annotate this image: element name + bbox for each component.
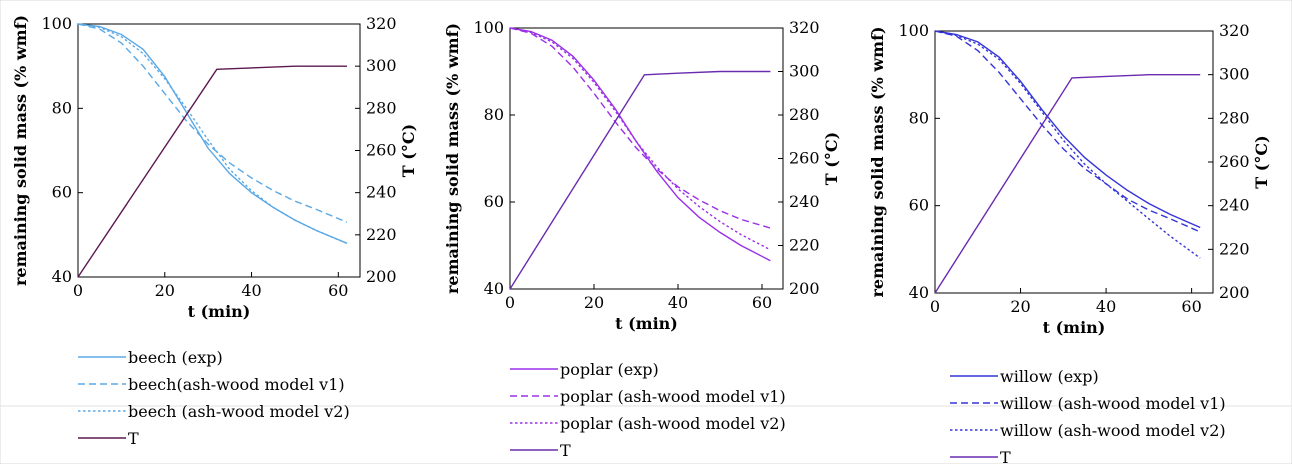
legend-label: willow (exp) <box>1000 367 1099 386</box>
y-tick-label: 40 <box>52 267 72 286</box>
x-tick-label: 40 <box>668 293 688 312</box>
series-line <box>77 23 348 223</box>
chart-panel-3: 0 20 40 60 40 60 80 100 200 220 240 260 280 300 320 t (… <box>868 21 1271 464</box>
y-tick-label: 80 <box>484 105 504 124</box>
series-line <box>77 65 347 278</box>
series-line <box>77 23 348 244</box>
x-axis-label: t (min) <box>188 302 251 321</box>
y2-tick-label: 240 <box>366 183 397 202</box>
y2-axis-label: T (°C) <box>822 132 841 185</box>
y2-tick-label: 240 <box>1219 196 1250 215</box>
y2-tick-label: 200 <box>1219 283 1250 302</box>
y2-tick-label: 280 <box>789 105 820 124</box>
y-tick-label: 40 <box>484 279 504 298</box>
y-tick-label: 80 <box>52 98 72 117</box>
x-axis-label: t (min) <box>1043 318 1106 337</box>
y2-tick-label: 300 <box>366 56 397 75</box>
legend-label: beech (ash-wood model v2) <box>128 402 350 421</box>
legend-label: willow (ash-wood model v2) <box>1000 421 1226 440</box>
y2-tick-label: 320 <box>366 14 397 33</box>
x-tick-label: 0 <box>930 297 940 316</box>
x-tick-label: 20 <box>1010 297 1030 316</box>
x-tick-label: 60 <box>328 281 348 300</box>
y2-tick-label: 200 <box>789 279 820 298</box>
y-tick-label: 60 <box>484 192 504 211</box>
y2-tick-label: 240 <box>789 192 820 211</box>
legend-label: poplar (ash-wood model v2) <box>560 414 786 433</box>
legend-label: poplar (exp) <box>560 360 659 379</box>
series-line <box>934 30 1201 229</box>
y2-tick-label: 220 <box>1219 239 1250 258</box>
y-tick-label: 60 <box>909 196 929 215</box>
legend-label: T <box>560 441 571 460</box>
y2-axis-label: T (°C) <box>1252 135 1271 188</box>
series-line <box>509 70 771 290</box>
x-tick-label: 20 <box>584 293 604 312</box>
x-tick-label: 40 <box>241 281 261 300</box>
y2-tick-label: 260 <box>1219 152 1250 171</box>
y2-tick-label: 220 <box>366 225 397 244</box>
legend-label: T <box>1000 448 1011 464</box>
series-line <box>934 30 1201 259</box>
x-tick-label: 40 <box>1096 297 1116 316</box>
legend-label: poplar (ash-wood model v1) <box>560 387 786 406</box>
legend-label: T <box>128 429 139 448</box>
legend-label: beech(ash-wood model v1) <box>128 375 345 394</box>
series-line <box>934 73 1201 294</box>
y2-tick-label: 300 <box>1219 65 1250 84</box>
y-tick-label: 60 <box>52 183 72 202</box>
y-tick-label: 80 <box>909 108 929 127</box>
x-tick-label: 0 <box>505 293 515 312</box>
y2-tick-label: 280 <box>366 98 397 117</box>
y2-tick-label: 220 <box>789 236 820 255</box>
y2-axis-label: T (°C) <box>399 124 418 177</box>
y2-tick-label: 320 <box>1219 21 1250 40</box>
y-tick-label: 100 <box>473 18 504 37</box>
legend-label: beech (exp) <box>128 348 223 367</box>
x-tick-label: 0 <box>73 281 83 300</box>
y-tick-label: 40 <box>909 283 929 302</box>
chart-panel-1: 0 20 40 60 40 60 80 100 200 220 240 260 280 300 320 t (… <box>11 14 418 448</box>
legend-label: willow (ash-wood model v1) <box>1000 394 1226 413</box>
x-tick-label: 20 <box>155 281 175 300</box>
y2-tick-label: 280 <box>1219 108 1250 127</box>
x-tick-label: 60 <box>1181 297 1201 316</box>
series-line <box>509 27 771 229</box>
series-line <box>934 30 1201 233</box>
y2-tick-label: 300 <box>789 62 820 81</box>
x-tick-label: 60 <box>752 293 772 312</box>
y2-tick-label: 320 <box>789 18 820 37</box>
chart-panel-2: 0 20 40 60 40 60 80 100 200 220 240 260 280 300 320 t (… <box>443 18 841 460</box>
y2-tick-label: 200 <box>366 267 397 286</box>
series-line <box>509 27 771 251</box>
y-tick-label: 100 <box>41 14 72 33</box>
y-axis-label: remaining solid mass (% wmf) <box>868 26 887 297</box>
y2-tick-label: 260 <box>366 141 397 160</box>
y-axis-label: remaining solid mass (% wmf) <box>443 23 462 294</box>
y2-tick-label: 260 <box>789 149 820 168</box>
x-axis-label: t (min) <box>615 314 678 333</box>
y-axis-label: remaining solid mass (% wmf) <box>11 15 30 286</box>
y-tick-label: 100 <box>898 21 929 40</box>
